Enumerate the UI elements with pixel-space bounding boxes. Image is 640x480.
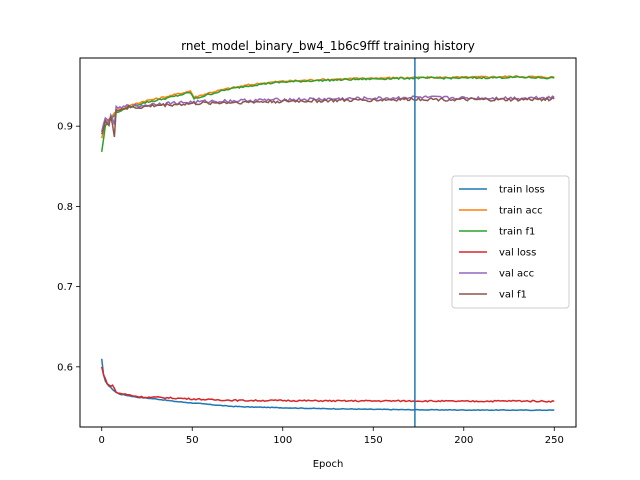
legend-label-train-acc: train acc bbox=[499, 206, 543, 217]
legend-label-train-loss: train loss bbox=[499, 185, 545, 196]
x-tick-label: 100 bbox=[273, 435, 292, 446]
series-line-train-acc bbox=[100, 74, 555, 139]
legend-label-val-f1: val f1 bbox=[499, 290, 527, 301]
plot-frame bbox=[79, 57, 577, 428]
x-tick-label: 250 bbox=[545, 435, 564, 446]
x-axis-label: Epoch bbox=[313, 459, 344, 470]
legend-box bbox=[451, 175, 570, 309]
series-line-val-f1 bbox=[101, 96, 555, 138]
x-tick-label: 0 bbox=[99, 435, 105, 446]
x-tick-label: 50 bbox=[186, 435, 199, 446]
y-tick-label: 0.7 bbox=[57, 282, 73, 293]
x-tick-label: 150 bbox=[364, 435, 383, 446]
series-line-val-loss bbox=[100, 366, 555, 403]
y-tick-label: 0.9 bbox=[57, 122, 73, 133]
legend-label-train-f1: train f1 bbox=[499, 227, 535, 238]
series-line-train-f1 bbox=[100, 75, 555, 152]
y-tick-label: 0.6 bbox=[57, 362, 73, 373]
chart-title: rnet_model_binary_bw4_1b6c9fff training … bbox=[181, 39, 475, 53]
y-tick-label: 0.8 bbox=[57, 202, 73, 213]
x-tick-label: 200 bbox=[454, 435, 473, 446]
legend-label-val-loss: val loss bbox=[499, 248, 536, 259]
legend-label-val-acc: val acc bbox=[499, 269, 534, 280]
series-line-train-loss bbox=[100, 358, 555, 412]
